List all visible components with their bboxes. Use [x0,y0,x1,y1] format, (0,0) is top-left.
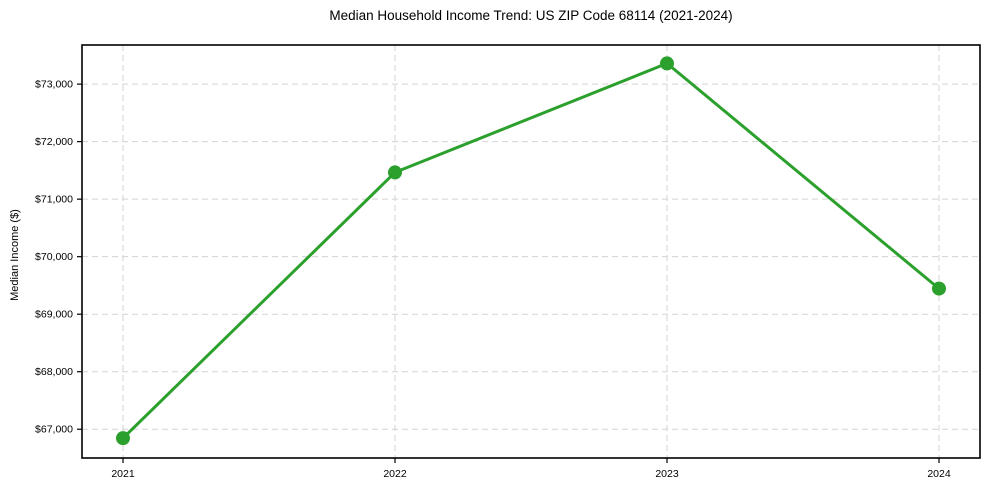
data-point-2024 [932,281,946,296]
y-tick-label: $72,000 [35,136,73,148]
trend-line [121,61,941,440]
x-tick-label: 2022 [383,468,407,480]
x-tick-label: 2024 [927,468,951,480]
x-tick-label: 2023 [655,468,679,480]
y-tick-label: $73,000 [35,79,73,91]
x-tick-label: 2021 [111,468,135,480]
y-tick-label: $70,000 [35,251,73,263]
y-tick-label: $68,000 [35,366,73,378]
chart-title: Median Household Income Trend: US ZIP Co… [329,8,733,23]
data-point-2021 [116,431,130,446]
y-tick-label: $69,000 [35,309,73,321]
data-point-2023 [660,56,674,71]
y-axis-label-text: Median Income ($) [9,209,21,301]
plot-border [81,44,981,459]
data-point-2022 [388,165,402,180]
y-tick-label: $67,000 [35,424,73,436]
y-tick-label: $71,000 [35,194,73,206]
